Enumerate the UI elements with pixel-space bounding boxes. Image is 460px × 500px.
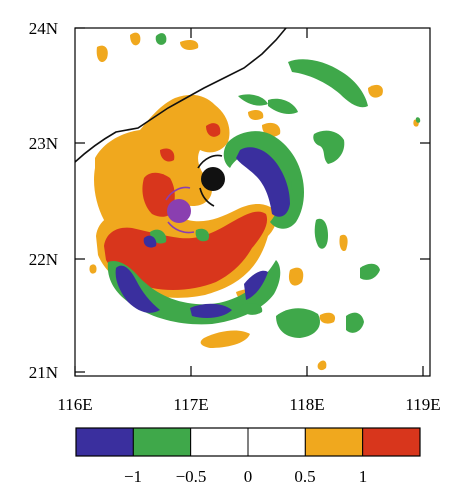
x-tick-label: 118E bbox=[289, 395, 324, 414]
colorbar-swatch bbox=[132, 427, 192, 457]
colorbar-swatch bbox=[304, 427, 364, 457]
colorbar-swatch bbox=[190, 427, 249, 457]
colorbar-swatches bbox=[75, 427, 421, 457]
strong-negative-contour-fill bbox=[115, 147, 290, 318]
black-circle-marker bbox=[201, 167, 225, 191]
purple-circle-marker bbox=[167, 199, 191, 223]
x-tick-label: 116E bbox=[57, 395, 92, 414]
colorbar-swatch bbox=[362, 427, 421, 457]
strong-positive-contour-fill bbox=[104, 123, 268, 290]
colorbar-label: −0.5 bbox=[176, 467, 207, 486]
x-tick-label: 117E bbox=[173, 395, 208, 414]
colorbar: −1 −0.5 0 0.5 1 bbox=[75, 427, 421, 486]
colorbar-label: 0.5 bbox=[294, 467, 315, 486]
coastline bbox=[74, 27, 287, 163]
colorbar-label: −1 bbox=[124, 467, 142, 486]
colorbar-label: 1 bbox=[359, 467, 368, 486]
y-tick-label: 23N bbox=[29, 134, 58, 153]
track-curve-black bbox=[197, 154, 223, 207]
y-tick-label: 21N bbox=[29, 363, 58, 382]
y-tick-label: 22N bbox=[29, 250, 58, 269]
y-tick-label: 24N bbox=[29, 19, 58, 38]
colorbar-frame bbox=[75, 427, 421, 457]
colorbar-swatch bbox=[247, 427, 306, 457]
colorbar-swatch bbox=[75, 427, 134, 457]
map-panel: 116E 117E 118E 119E 24N 23N 22N 21N bbox=[29, 19, 441, 414]
track-curve-purple bbox=[165, 186, 195, 234]
colorbar-label: 0 bbox=[244, 467, 253, 486]
map-ticks bbox=[74, 27, 430, 376]
x-tick-label: 119E bbox=[405, 395, 440, 414]
map-frame bbox=[74, 27, 431, 377]
